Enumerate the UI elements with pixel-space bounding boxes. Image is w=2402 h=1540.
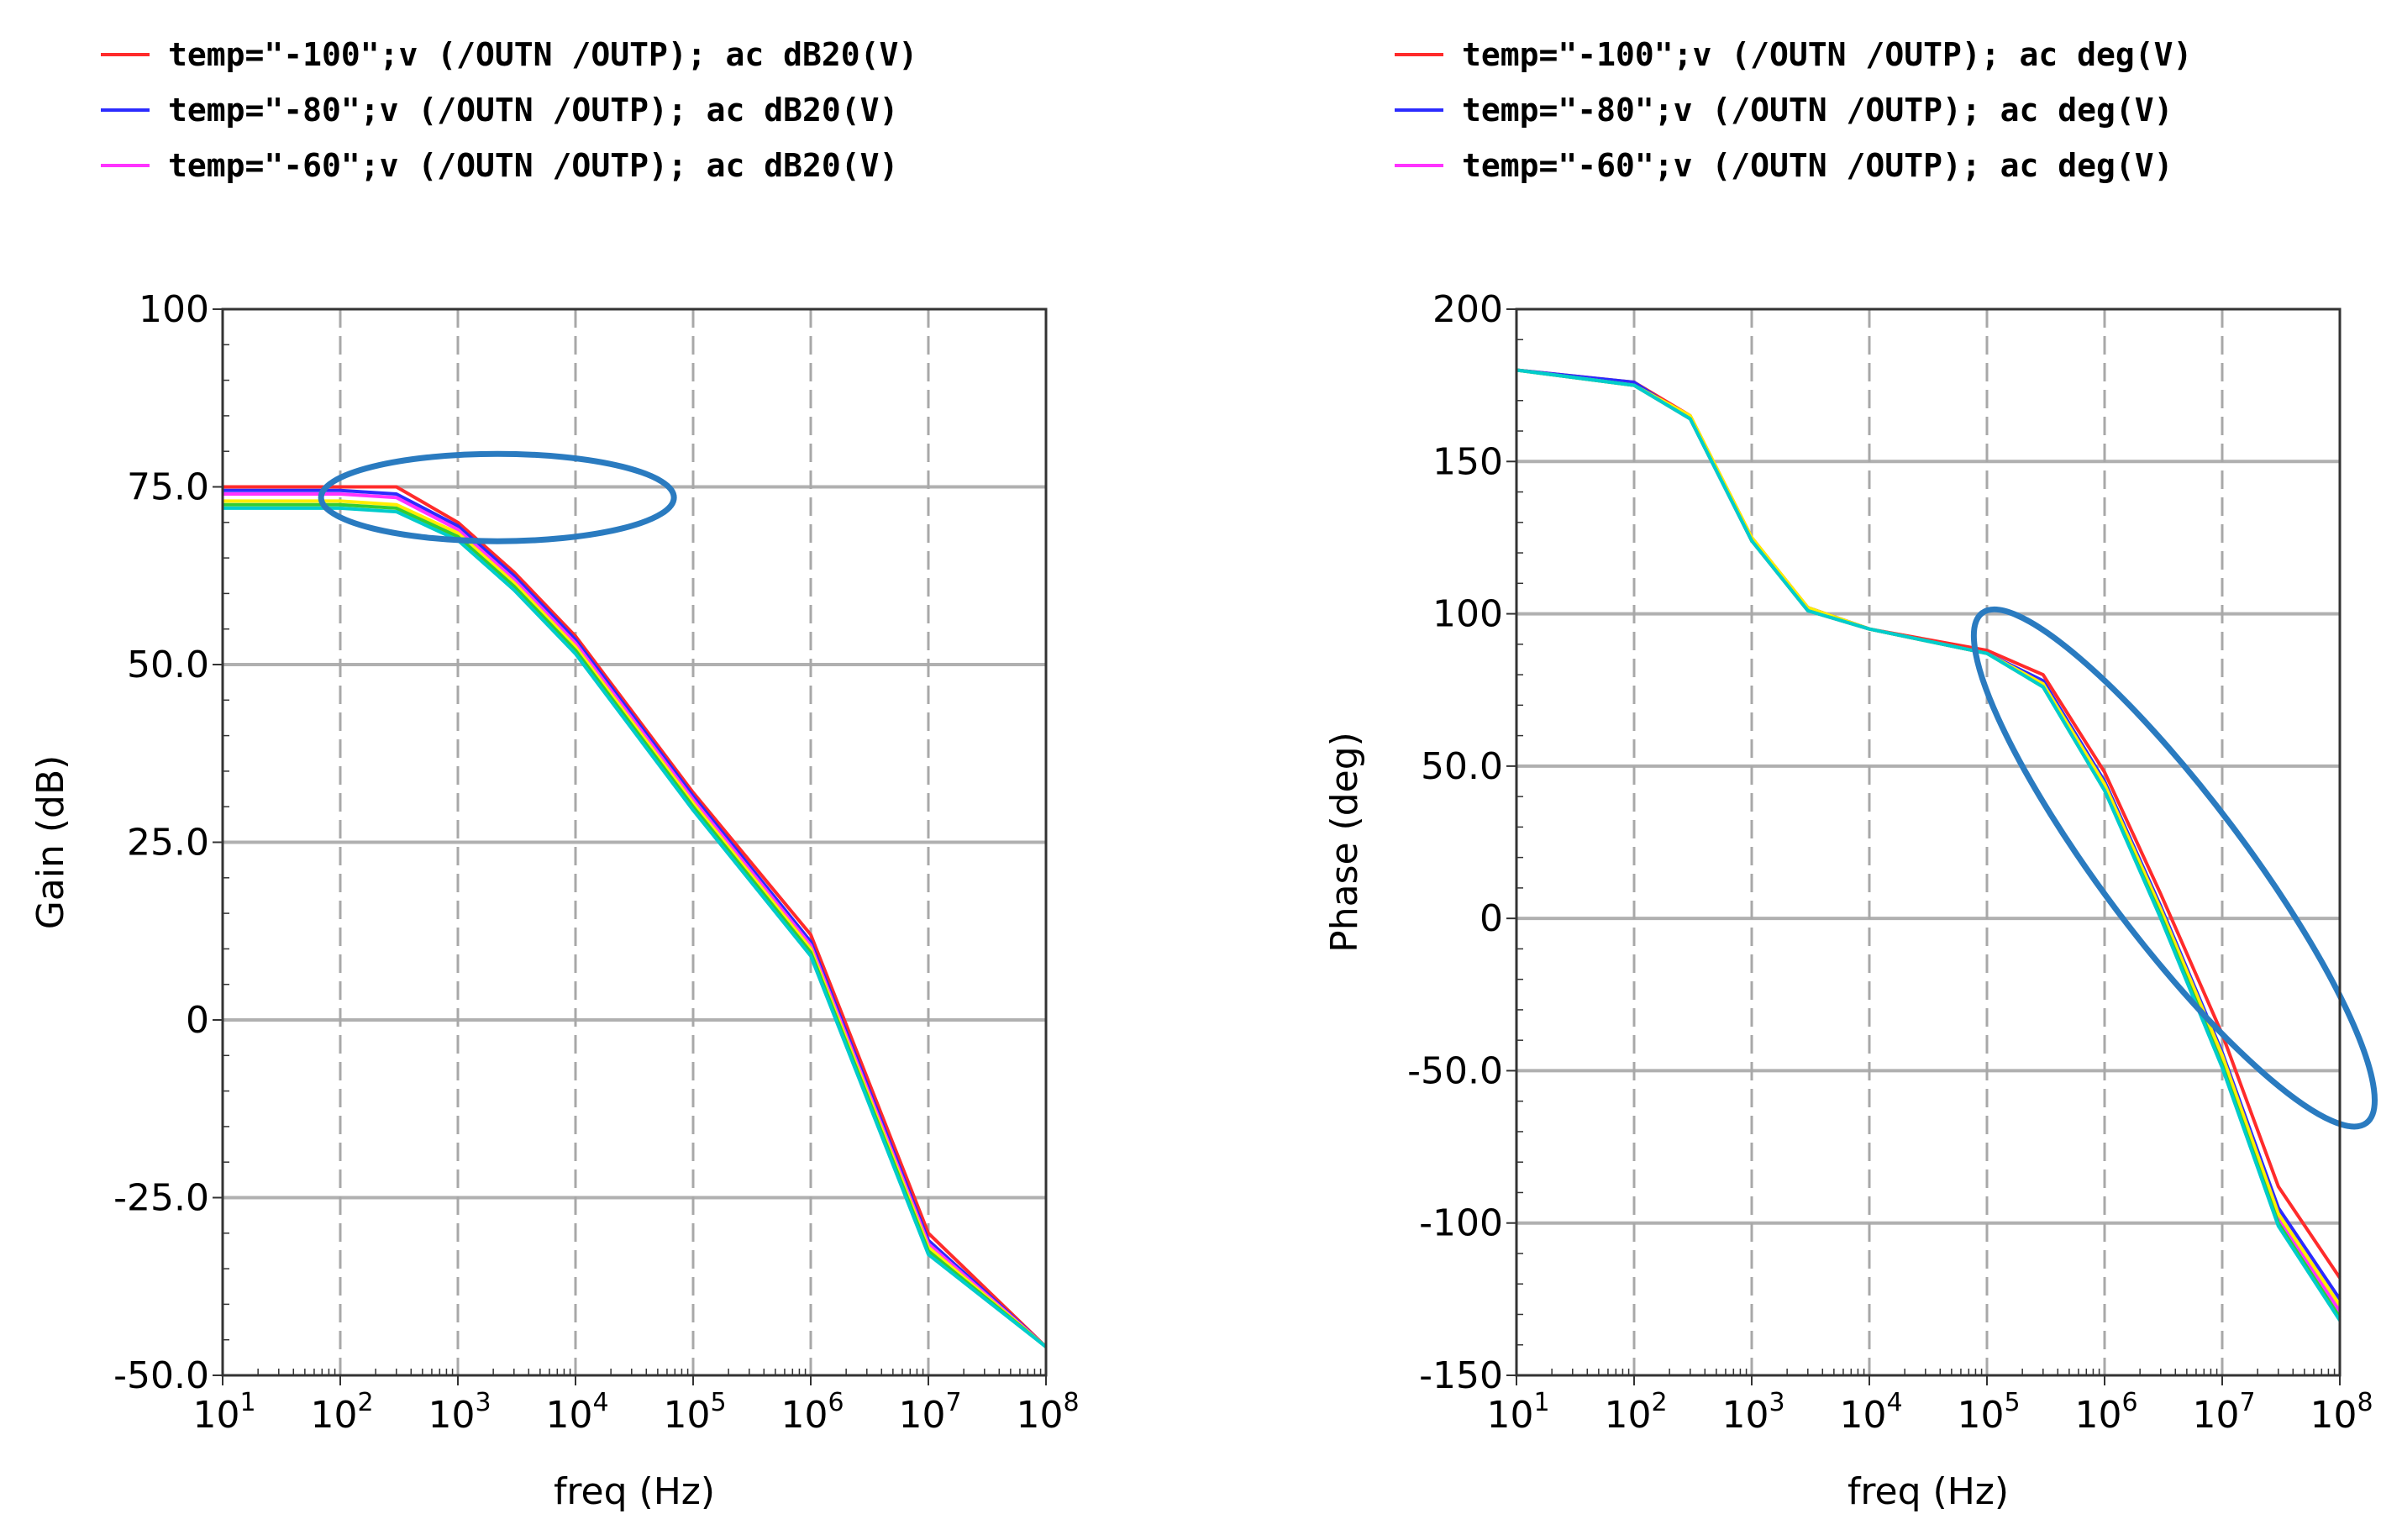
phase-xaxis-label: freq (Hz) (1847, 1470, 2009, 1513)
gain-yaxis-label: Gain (dB) (29, 755, 72, 930)
gain-ytick-label-6: -50.0 (113, 1354, 209, 1397)
phase-ytick-label-4: 0 (1480, 897, 1503, 940)
phase-ytick-label-2: 100 (1432, 593, 1503, 636)
phase-xtick-label-3: 104 (1839, 1388, 1902, 1437)
gain-chart: temp="-100";v (/OUTN /OUTP); ac dB20(V) t… (29, 36, 1080, 1513)
gain-xtick-label-4: 105 (663, 1388, 726, 1437)
gain-xtick-label-7: 108 (1016, 1388, 1079, 1437)
gain-series-5 (223, 506, 1048, 1348)
phase-yaxis-label: Phase (deg) (1323, 732, 1366, 953)
phase-xtick-label-2: 103 (1721, 1388, 1784, 1437)
gain-ytick-label-0: 100 (139, 288, 209, 331)
phase-ytick-label-5: -50.0 (1407, 1049, 1503, 1092)
gain-xtick-label-3: 104 (545, 1388, 608, 1437)
phase-ytick-label-0: 200 (1432, 288, 1503, 331)
phase-xtick-label-4: 105 (1957, 1388, 2020, 1437)
phase-xtick-label-5: 106 (2074, 1388, 2137, 1437)
gain-ytick-label-4: 0 (186, 999, 209, 1042)
phase-xtick-label-1: 102 (1604, 1388, 1667, 1437)
gain-series-0 (223, 485, 1048, 1348)
gain-ytick-label-3: 25.0 (127, 822, 209, 865)
phase-highlight-ellipse (1970, 606, 2378, 1130)
gain-ytick-label-2: 50.0 (127, 644, 209, 686)
gain-xtick-label-6: 107 (898, 1388, 961, 1437)
phase-chart: temp="-100";v (/OUTN /OUTP); ac deg(V) te… (1323, 36, 2378, 1513)
gain-legend-label-1: temp="-80";v (/OUTN /OUTP); ac dB20(V) (168, 92, 898, 129)
gain-xtick-label-0: 101 (192, 1388, 255, 1437)
phase-legend-label-0: temp="-100";v (/OUTN /OUTP); ac deg(V) (1462, 36, 2192, 73)
phase-ytick-label-3: 50.0 (1421, 745, 1503, 788)
gain-plot-frame (221, 307, 1048, 1377)
gain-xtick-label-2: 103 (428, 1388, 491, 1437)
gain-xtick-label-1: 102 (310, 1388, 373, 1437)
gain-ytick-label-5: -25.0 (113, 1177, 209, 1220)
phase-ytick-label-7: -150 (1419, 1354, 1503, 1397)
phase-xtick-label-6: 107 (2192, 1388, 2255, 1437)
gain-highlight-ellipse (318, 450, 677, 544)
phase-ytick-label-1: 150 (1432, 440, 1503, 483)
gain-ytick-label-1: 75.0 (127, 466, 209, 509)
phase-legend-label-1: temp="-80";v (/OUTN /OUTP); ac deg(V) (1462, 92, 2173, 129)
gain-xtick-label-5: 106 (781, 1388, 844, 1437)
gain-legend-label-2: temp="-60";v (/OUTN /OUTP); ac dB20(V) (168, 147, 898, 184)
gain-legend-label-0: temp="-100";v (/OUTN /OUTP); ac dB20(V) (168, 36, 917, 73)
phase-ytick-label-6: -100 (1419, 1202, 1503, 1245)
phase-plot-area (1516, 309, 2340, 1375)
phase-plot-frame (1515, 307, 2342, 1377)
gain-xaxis-label: freq (Hz) (554, 1470, 715, 1513)
phase-legend-label-2: temp="-60";v (/OUTN /OUTP); ac deg(V) (1462, 147, 2173, 184)
phase-xtick-label-0: 101 (1486, 1388, 1549, 1437)
phase-xtick-label-7: 108 (2310, 1388, 2373, 1437)
phase-series-5 (1516, 368, 2342, 1322)
